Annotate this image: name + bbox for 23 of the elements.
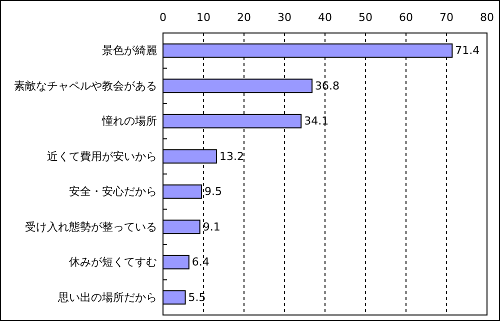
y-tick-label: 安全・安心だから xyxy=(69,185,157,198)
data-label: 9.5 xyxy=(204,185,222,198)
x-tick-label: 10 xyxy=(196,11,210,24)
data-label: 13.2 xyxy=(219,150,244,163)
x-tick-label: 30 xyxy=(278,11,292,24)
y-tick-label: 近くて費用が安いから xyxy=(47,150,157,163)
y-tick-label: 景色が綺麗 xyxy=(102,44,157,58)
x-tick-label: 80 xyxy=(480,11,494,24)
y-tick-label: 休みが短くてすむ xyxy=(69,256,157,269)
x-tick-label: 70 xyxy=(440,11,454,24)
x-tick-label: 0 xyxy=(160,11,166,24)
y-tick-label: 受け入れ態勢が整っている xyxy=(25,220,157,234)
data-label: 6.4 xyxy=(192,256,210,269)
x-tick-label: 40 xyxy=(318,11,332,24)
x-tick-label: 60 xyxy=(399,11,413,24)
x-tick-label: 50 xyxy=(358,11,372,24)
y-tick-label: 憧れの場所 xyxy=(101,114,157,128)
data-label: 9.1 xyxy=(202,220,220,234)
y-tick-label: 素敵なチャペルや教会がある xyxy=(14,79,157,92)
y-tick-label: 思い出の場所だから xyxy=(57,290,157,304)
data-label: 36.8 xyxy=(315,79,340,92)
data-label: 71.4 xyxy=(455,44,480,58)
x-tick-label: 20 xyxy=(237,11,251,24)
